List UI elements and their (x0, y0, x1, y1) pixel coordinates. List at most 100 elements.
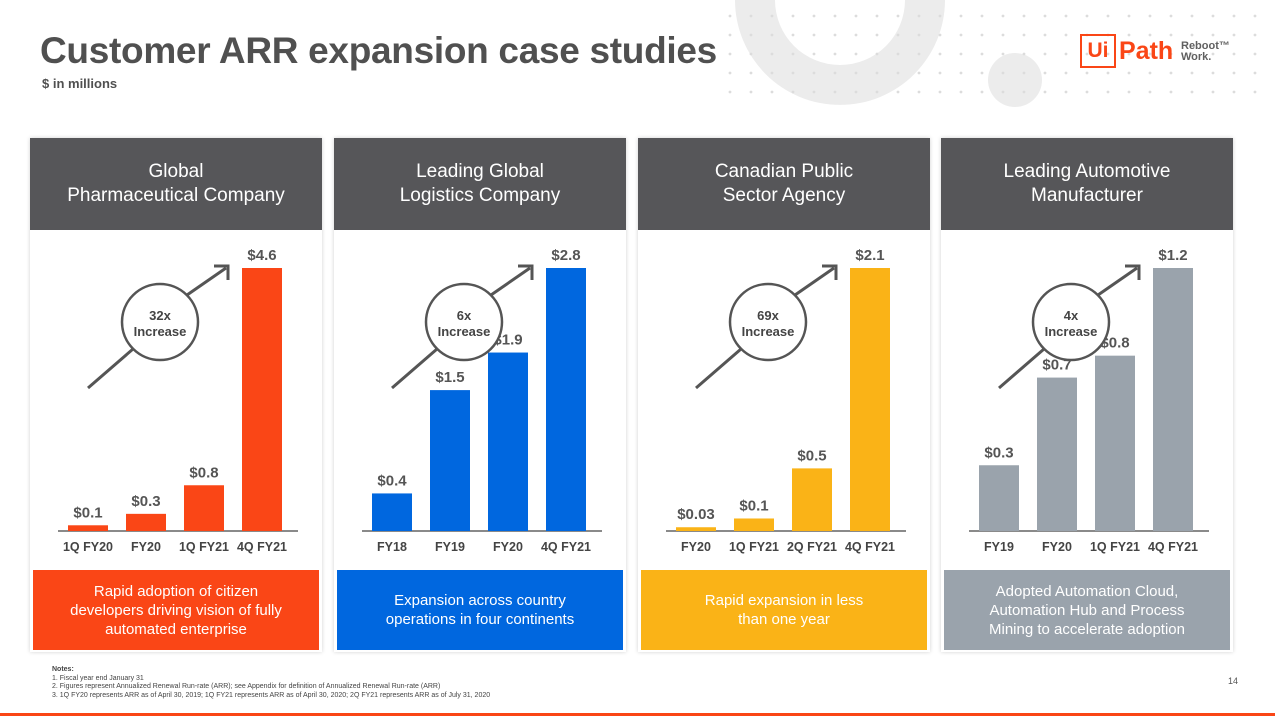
bar-value-label: $0.1 (739, 497, 768, 514)
bar (184, 485, 224, 531)
panel-caption: Adopted Automation Cloud, Automation Hub… (944, 570, 1230, 650)
footnote: 2. Figures represent Annualized Renewal … (52, 683, 441, 691)
increase-word: Increase (1045, 324, 1098, 339)
logo-tagline: Reboot™ Work. (1181, 40, 1230, 63)
x-tick-label: 4Q FY21 (845, 540, 895, 554)
growth-arrow-line (186, 266, 227, 297)
panel-caption: Rapid expansion in less than one year (641, 570, 927, 650)
x-tick-label: 1Q FY21 (1090, 540, 1140, 554)
case-study-panel-public-sector: Canadian Public Sector Agency $0.03 FY20 $… (638, 138, 930, 652)
growth-arrow-tail (695, 347, 742, 390)
case-study-panel-logistics: Leading Global Logistics Company $0.4 FY1… (334, 138, 626, 652)
page-number: 14 (1228, 676, 1239, 686)
bar (242, 268, 282, 531)
bottom-accent-line (0, 713, 1275, 716)
growth-arrow-tail (87, 347, 134, 390)
x-tick-label: FY19 (984, 540, 1014, 554)
bar-value-label: $0.8 (189, 464, 218, 481)
case-study-panel-pharma: Global Pharmaceutical Company $0.1 1Q FY2… (30, 138, 322, 652)
growth-arrow-tail (998, 347, 1045, 390)
bar (850, 268, 890, 531)
growth-arrow-tail (391, 347, 438, 390)
bar (1095, 355, 1135, 531)
increase-circle (424, 282, 504, 362)
x-tick-label: 2Q FY21 (787, 540, 837, 554)
x-tick-label: 1Q FY21 (729, 540, 779, 554)
x-tick-label: FY20 (493, 540, 523, 554)
bar (68, 525, 108, 531)
bar-value-label: $1.5 (435, 369, 464, 386)
x-tick-label: FY18 (377, 540, 407, 554)
arr-bar-chart-pharma: $0.1 1Q FY20 $0.3 FY20 $0.8 1Q FY21 $4.6 4Q FY2… (58, 247, 298, 554)
notes-heading: Notes: (52, 666, 74, 673)
bar-value-label: $4.6 (247, 247, 276, 264)
decorative-circles (728, 0, 1257, 107)
increase-word: Increase (134, 324, 187, 339)
bar-value-label: $2.1 (855, 247, 884, 264)
bar-value-label: $0.4 (377, 472, 407, 489)
x-tick-label: 1Q FY21 (179, 540, 229, 554)
x-tick-label: FY20 (1042, 540, 1072, 554)
increase-multiple: 69x (757, 308, 779, 323)
footnote: 3. 1Q FY20 represents ARR as of April 30… (52, 691, 491, 699)
footnote: 1. Fiscal year end January 31 (52, 674, 144, 682)
increase-multiple: 6x (457, 308, 472, 323)
increase-multiple: 32x (149, 308, 171, 323)
arrow-head-icon (822, 264, 838, 280)
uipath-logo: Ui Path Reboot™ Work. (1080, 34, 1240, 74)
bar (1153, 268, 1193, 531)
increase-word: Increase (742, 324, 795, 339)
panel-title: Canadian Public Sector Agency (638, 138, 930, 230)
panel-title: Leading Global Logistics Company (334, 138, 626, 230)
bar (979, 465, 1019, 531)
growth-arrow-line (794, 266, 835, 297)
arr-bar-chart-public-sector: $0.03 FY20 $0.1 1Q FY21 $0.5 2Q FY21 $2.1 4Q FY… (666, 247, 906, 554)
logo-ui-mark: Ui (1080, 34, 1116, 68)
bar (126, 513, 166, 531)
bar-value-label: $0.7 (1042, 357, 1071, 374)
increase-word: Increase (438, 324, 491, 339)
panel-title: Global Pharmaceutical Company (30, 138, 322, 230)
bar (488, 352, 528, 531)
bar (792, 468, 832, 531)
increase-circle (728, 282, 808, 362)
bar (430, 390, 470, 531)
bar (1037, 377, 1077, 531)
panel-caption: Rapid adoption of citizen developers dri… (33, 570, 319, 650)
bar (372, 493, 412, 531)
x-tick-label: 1Q FY20 (63, 540, 113, 554)
bar-value-label: $0.03 (677, 506, 715, 523)
x-tick-label: FY19 (435, 540, 465, 554)
arrow-head-icon (214, 264, 230, 280)
growth-arrow-line (1097, 266, 1138, 297)
bar (676, 527, 716, 531)
logo-path-text: Path (1119, 37, 1174, 65)
bar-value-label: $2.8 (551, 247, 580, 264)
case-study-panel-automotive: Leading Automotive Manufacturer $0.3 FY19… (941, 138, 1233, 652)
x-tick-label: 4Q FY21 (541, 540, 591, 554)
x-tick-label: FY20 (681, 540, 711, 554)
panel-title: Leading Automotive Manufacturer (941, 138, 1233, 230)
page-title: Customer ARR expansion case studies (40, 30, 717, 71)
increase-multiple: 4x (1064, 308, 1079, 323)
footnotes: Notes: 1. Fiscal year end January 31 2. … (52, 666, 490, 700)
bar (734, 518, 774, 531)
bar-value-label: $1.2 (1158, 247, 1187, 264)
x-tick-label: 4Q FY21 (237, 540, 287, 554)
arrow-head-icon (518, 264, 534, 280)
bar-value-label: $0.5 (797, 447, 826, 464)
growth-arrow-line (490, 266, 531, 297)
increase-circle (120, 282, 200, 362)
arr-bar-chart-automotive: $0.3 FY19 $0.7 FY20 $0.8 1Q FY21 $1.2 4Q FY21 4x… (969, 247, 1209, 554)
increase-circle (1031, 282, 1111, 362)
x-tick-label: 4Q FY21 (1148, 540, 1198, 554)
bar-value-label: $0.8 (1100, 335, 1129, 352)
bar-value-label: $0.1 (73, 504, 102, 521)
bar (546, 268, 586, 531)
page-subtitle: $ in millions (42, 76, 118, 91)
arrow-head-icon (1125, 264, 1141, 280)
x-tick-label: FY20 (131, 540, 161, 554)
bar-value-label: $0.3 (984, 444, 1013, 461)
panel-caption: Expansion across country operations in f… (337, 570, 623, 650)
